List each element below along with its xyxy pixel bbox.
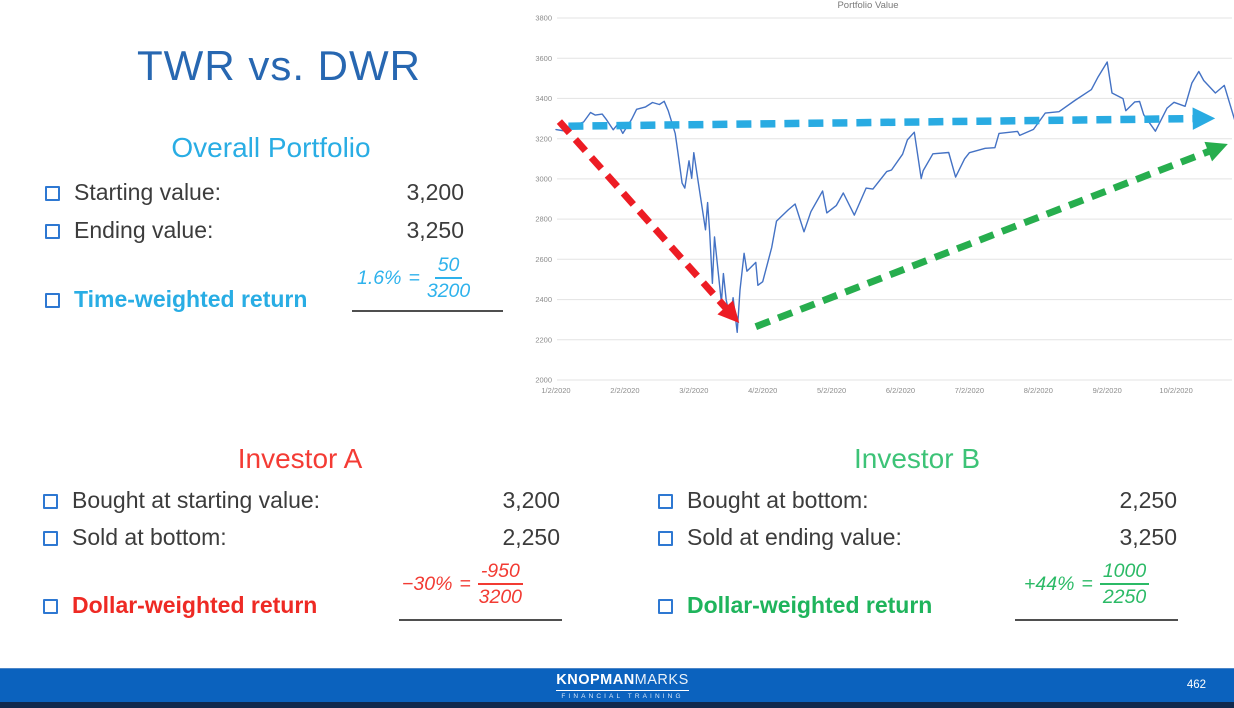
row-value: 3,200 <box>502 487 560 513</box>
answer-underline <box>352 310 503 312</box>
investor-a-heading: Investor A <box>237 443 363 474</box>
footer-bottom-strip <box>0 702 1234 708</box>
svg-text:2400: 2400 <box>535 295 552 304</box>
svg-text:2000: 2000 <box>535 376 552 385</box>
list-item-dwr-b: Dollar-weighted return <box>658 592 1177 619</box>
list-item-bought-start: Bought at starting value: 3,200 <box>43 487 560 514</box>
formula-result: 1.6% <box>357 266 402 289</box>
row-value: 2,250 <box>1119 487 1177 513</box>
investor-b-heading: Investor B <box>853 443 981 474</box>
svg-text:2600: 2600 <box>535 255 552 264</box>
fraction-denominator: 3200 <box>426 280 471 303</box>
svg-text:8/2/2020: 8/2/2020 <box>1024 386 1053 395</box>
svg-text:2800: 2800 <box>535 215 552 224</box>
answer-underline <box>399 619 562 621</box>
svg-text:2/2/2020: 2/2/2020 <box>610 386 639 395</box>
fraction: 1000 2250 <box>1099 560 1150 609</box>
formula-equals: = <box>459 572 471 595</box>
page-title: TWR vs. DWR <box>137 42 421 89</box>
bullet-square-icon <box>43 494 58 509</box>
svg-text:2200: 2200 <box>535 335 552 344</box>
fraction-denominator: 3200 <box>478 586 523 609</box>
fraction: 50 3200 <box>427 254 470 303</box>
footer-bar <box>0 668 1234 703</box>
svg-text:3600: 3600 <box>535 54 552 63</box>
twr-formula: 1.6% = 50 3200 <box>357 254 470 303</box>
dwr-label: Dollar-weighted return <box>72 592 318 618</box>
row-value: 2,250 <box>502 524 560 550</box>
bullet-square-icon <box>45 293 60 308</box>
svg-text:9/2/2020: 9/2/2020 <box>1093 386 1122 395</box>
list-item-dwr-a: Dollar-weighted return <box>43 592 560 619</box>
portfolio-value-chart: 2000 2200 2400 2600 2800 3000 3200 3400 3600 3800… <box>535 0 1234 395</box>
list-item-sold-end: Sold at ending value: 3,250 <box>658 524 1177 551</box>
fraction-numerator: -950 <box>477 560 523 586</box>
svg-text:Portfolio Value: Portfolio Value <box>837 0 898 11</box>
row-label: Ending value: <box>74 217 214 243</box>
bullet-square-icon <box>45 224 60 239</box>
row-label: Sold at bottom: <box>72 524 227 550</box>
formula-equals: = <box>1081 572 1093 595</box>
bullet-square-icon <box>45 186 60 201</box>
row-value: 3,250 <box>1119 524 1177 550</box>
svg-text:3400: 3400 <box>535 94 552 103</box>
fraction-numerator: 1000 <box>1099 560 1150 586</box>
svg-text:3/2/2020: 3/2/2020 <box>679 386 708 395</box>
answer-underline <box>1015 619 1178 621</box>
knopman-marks-logo: KNOPMANMARKS FINANCIAL TRAINING <box>540 671 705 700</box>
dwr-a-formula: −30% = -950 3200 <box>402 560 523 609</box>
svg-text:4/2/2020: 4/2/2020 <box>748 386 777 395</box>
svg-text:7/2/2020: 7/2/2020 <box>955 386 984 395</box>
fraction-denominator: 2250 <box>1102 586 1147 609</box>
row-label: Bought at starting value: <box>72 487 321 513</box>
svg-text:10/2/2020: 10/2/2020 <box>1159 386 1192 395</box>
formula-equals: = <box>408 266 420 289</box>
bullet-square-icon <box>658 494 673 509</box>
overall-portfolio-heading: Overall Portfolio <box>171 132 371 163</box>
dwr-label: Dollar-weighted return <box>687 592 933 618</box>
row-label: Sold at ending value: <box>687 524 902 550</box>
list-item-ending-value: Ending value: 3,250 <box>45 217 464 244</box>
svg-text:3200: 3200 <box>535 134 552 143</box>
twr-label: Time-weighted return <box>74 286 308 312</box>
row-label: Starting value: <box>74 179 222 205</box>
svg-text:5/2/2020: 5/2/2020 <box>817 386 846 395</box>
list-item-bought-bottom: Bought at bottom: 2,250 <box>658 487 1177 514</box>
bullet-square-icon <box>658 531 673 546</box>
brand-bold: KNOPMAN <box>556 672 635 688</box>
page-number: 462 <box>1186 679 1206 691</box>
list-item-twr: Time-weighted return <box>45 286 464 313</box>
brand-wordmark: KNOPMANMARKS <box>556 672 689 691</box>
formula-result: −30% <box>402 572 453 595</box>
fraction-numerator: 50 <box>434 254 463 280</box>
row-label: Bought at bottom: <box>687 487 869 513</box>
list-item-sold-bottom: Sold at bottom: 2,250 <box>43 524 560 551</box>
list-item-starting-value: Starting value: 3,200 <box>45 179 464 206</box>
svg-text:6/2/2020: 6/2/2020 <box>886 386 915 395</box>
brand-tagline: FINANCIAL TRAINING <box>561 693 684 700</box>
formula-result: +44% <box>1024 572 1075 595</box>
row-value: 3,200 <box>406 179 464 205</box>
row-value: 3,250 <box>406 217 464 243</box>
svg-text:1/2/2020: 1/2/2020 <box>541 386 570 395</box>
bullet-square-icon <box>43 599 58 614</box>
dwr-b-formula: +44% = 1000 2250 <box>1024 560 1150 609</box>
bullet-square-icon <box>658 599 673 614</box>
bullet-square-icon <box>43 531 58 546</box>
svg-text:3800: 3800 <box>535 14 552 23</box>
fraction: -950 3200 <box>477 560 523 609</box>
svg-text:3000: 3000 <box>535 175 552 184</box>
brand-light: MARKS <box>634 672 689 688</box>
